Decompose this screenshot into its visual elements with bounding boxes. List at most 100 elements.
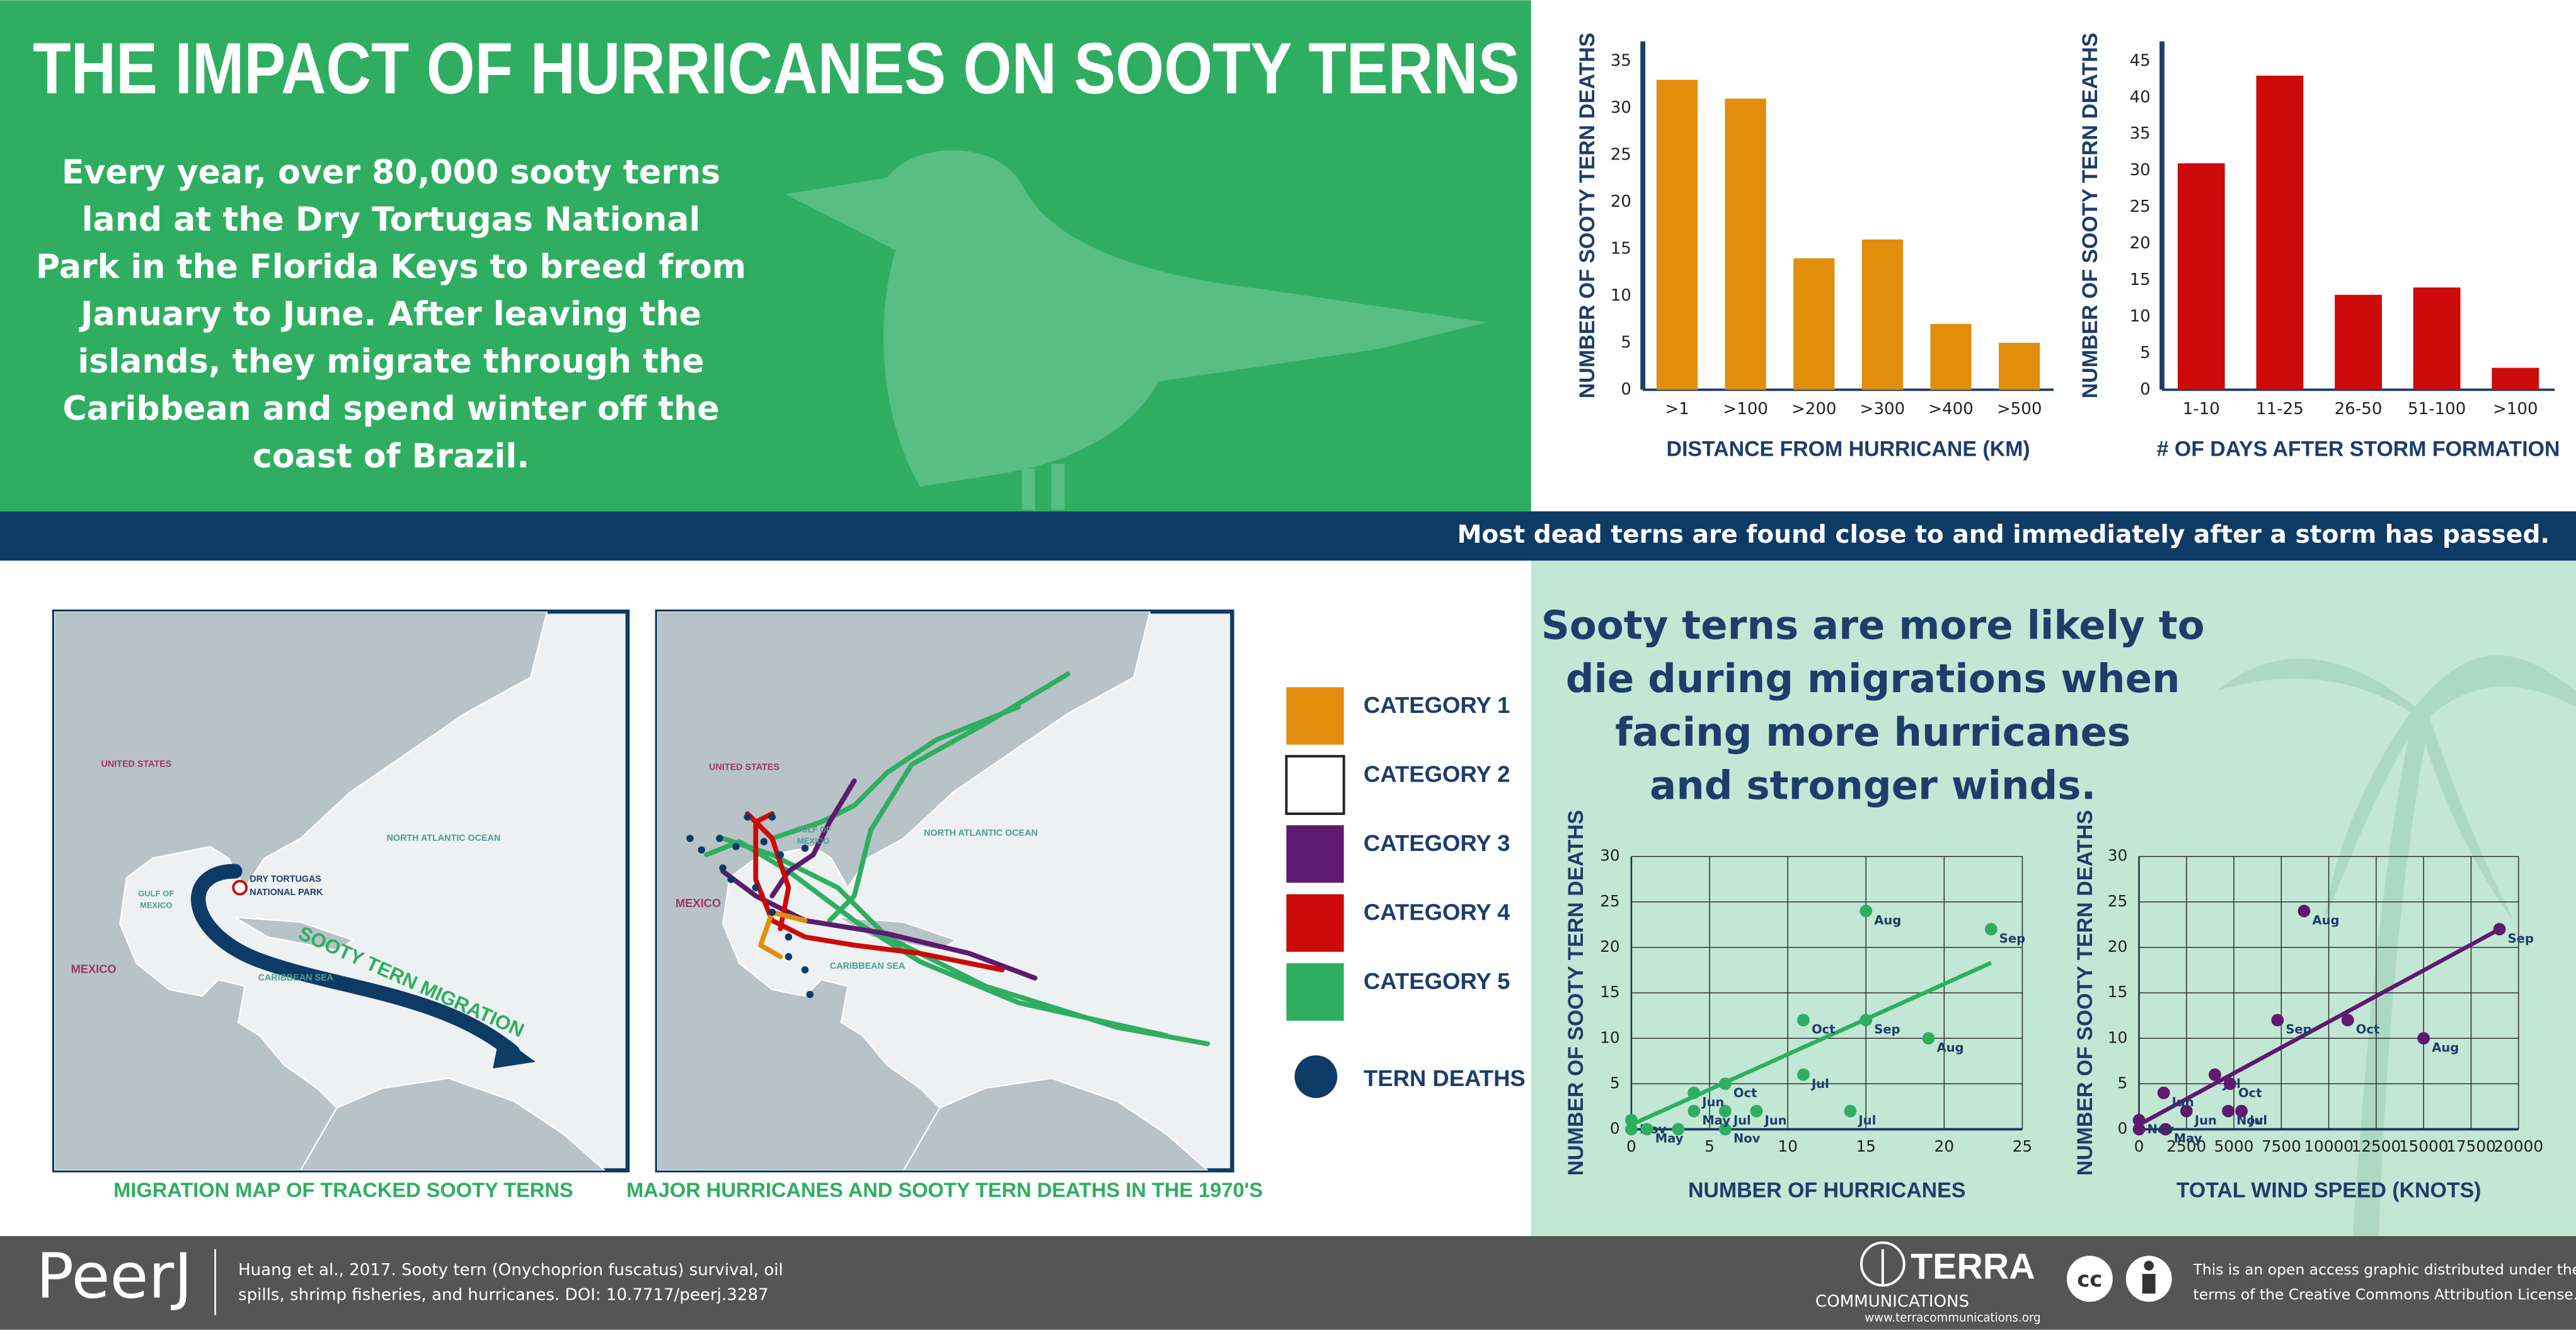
y-tick-label: 5 — [2140, 344, 2151, 362]
x-axis-title: TOTAL WIND SPEED (KNOTS) — [2176, 1179, 2481, 1203]
y-tick-label: 25 — [2108, 892, 2128, 910]
hurricane-track — [769, 778, 857, 899]
intro-line: January to June. After leaving the — [79, 296, 701, 333]
y-tick-label: 20 — [2108, 937, 2128, 956]
terra-sub: COMMUNICATIONS — [1815, 1292, 1969, 1311]
point — [2235, 1104, 2248, 1118]
point-label: Sep — [1874, 1022, 1900, 1037]
x-tick-label: 10 — [1778, 1137, 1798, 1155]
intro-line: Park in the Florida Keys to breed from — [36, 248, 746, 286]
y-tick-label: 25 — [1611, 145, 1631, 164]
bar — [1725, 98, 1766, 390]
point-label: Jun — [1701, 1095, 1724, 1109]
point — [1718, 1123, 1732, 1136]
point-label: Oct — [2356, 1022, 2380, 1037]
x-tick-label: >500 — [1997, 400, 2042, 419]
tern-silhouette — [785, 150, 1487, 510]
point — [1860, 905, 1873, 918]
point — [1624, 1123, 1638, 1136]
map-label: UNITED STATES — [101, 760, 172, 770]
point — [2222, 1104, 2234, 1118]
x-tick-label: 15 — [1856, 1137, 1876, 1155]
bar — [1930, 324, 1972, 390]
bar — [1656, 79, 1698, 390]
hurricane-track — [704, 839, 1169, 1038]
bar — [2177, 163, 2225, 390]
x-tick-label: >1 — [1665, 400, 1689, 419]
citation-line: Huang et al., 2017. Sooty tern (Onychopr… — [238, 1261, 783, 1280]
map-label: GULF OF — [138, 889, 174, 898]
point — [2132, 1114, 2146, 1126]
x-tick-label: 1-10 — [2183, 400, 2220, 419]
cc-text: cc — [2077, 1267, 2102, 1292]
bar — [1999, 342, 2040, 390]
by-icon — [2142, 1273, 2156, 1294]
intro-line: land at the Dry Tortugas National — [82, 201, 701, 239]
y-tick-label: 0 — [1610, 1119, 1620, 1138]
banner-text: Most dead terns are found close to and i… — [1457, 521, 2550, 549]
bar — [1861, 239, 1903, 390]
y-tick-label: 5 — [1610, 1073, 1620, 1092]
point — [1688, 1086, 1701, 1099]
x-tick-label: 5000 — [2214, 1137, 2254, 1155]
x-tick-label: 25 — [2013, 1137, 2032, 1155]
land — [234, 917, 355, 951]
hurricane-track — [753, 811, 1005, 973]
migration-arrow — [191, 864, 520, 1060]
y-tick-label: 5 — [1621, 333, 1631, 352]
cc-icon — [2066, 1256, 2113, 1302]
map-label: UNITED STATES — [709, 763, 779, 773]
x-tick-label: >200 — [1791, 400, 1837, 419]
map-label: CARIBBEAN SEA — [830, 961, 905, 971]
point — [1860, 1014, 1873, 1027]
x-axis-title: # OF DAYS AFTER STORM FORMATION — [2157, 437, 2560, 461]
banner — [0, 511, 2576, 561]
intro-line: coast of Brazil. — [253, 437, 529, 475]
y-tick-label: 20 — [2130, 234, 2151, 253]
tern-death — [801, 966, 809, 974]
point — [2493, 923, 2506, 936]
legend-label: CATEGORY 3 — [1364, 830, 1510, 856]
tern-death — [785, 933, 793, 941]
hurricane-track — [745, 811, 791, 932]
y-tick-label: 45 — [2130, 51, 2151, 70]
intro: Every year, over 80,000 sooty terns land … — [36, 154, 746, 476]
y-axis-title: NUMBER OF SOOTY TERN DEATHS — [2073, 810, 2097, 1176]
license-line: This is an open access graphic distribut… — [2193, 1261, 2576, 1278]
legend-swatch — [1285, 755, 1345, 815]
tern-death — [785, 953, 793, 961]
point-label: Jul — [2248, 1113, 2267, 1128]
y-tick-label: 20 — [1611, 192, 1631, 211]
point-label: Jul — [1810, 1077, 1829, 1091]
y-tick-label: 10 — [2108, 1028, 2128, 1046]
legend-label: CATEGORY 5 — [1364, 968, 1510, 994]
x-tick-label: 11-25 — [2256, 400, 2304, 419]
bar — [1793, 258, 1835, 390]
y-tick-label: 25 — [2130, 197, 2151, 216]
hurricane-track — [758, 910, 808, 959]
point — [2180, 1104, 2193, 1118]
subhead-line: Sooty terns are more likely to — [1541, 602, 2205, 648]
point — [2159, 1123, 2172, 1136]
y-tick-label: 0 — [1621, 380, 1631, 399]
tern-death — [806, 990, 814, 998]
point — [1797, 1014, 1810, 1027]
charts: 0 5 10 15 20 25 30 35 NUMBER OF SOOTY TERN DEATH… — [1564, 33, 2560, 1203]
y-tick-label: 30 — [1600, 847, 1620, 865]
point — [2417, 1032, 2430, 1045]
y-tick-label: 35 — [2130, 124, 2151, 143]
point-label: Nov — [2148, 1122, 2175, 1136]
hurricane-track — [720, 869, 1038, 981]
point-label: Sep — [2286, 1022, 2311, 1037]
point-label: May — [1702, 1113, 1730, 1128]
point — [1750, 1104, 1763, 1118]
x-axis-title: NUMBER OF HURRICANES — [1688, 1179, 1965, 1203]
point — [2297, 905, 2311, 918]
legend-label: CATEGORY 2 — [1364, 761, 1510, 787]
legend-swatch — [1286, 687, 1344, 745]
subhead-line: facing more hurricanes — [1615, 709, 2130, 755]
y-tick-label: 25 — [1600, 892, 1620, 910]
citation-line: spills, shrimp fisheries, and hurricanes… — [238, 1285, 769, 1304]
tern-death — [686, 835, 694, 842]
map-label: CARIBBEAN SEA — [258, 973, 333, 983]
